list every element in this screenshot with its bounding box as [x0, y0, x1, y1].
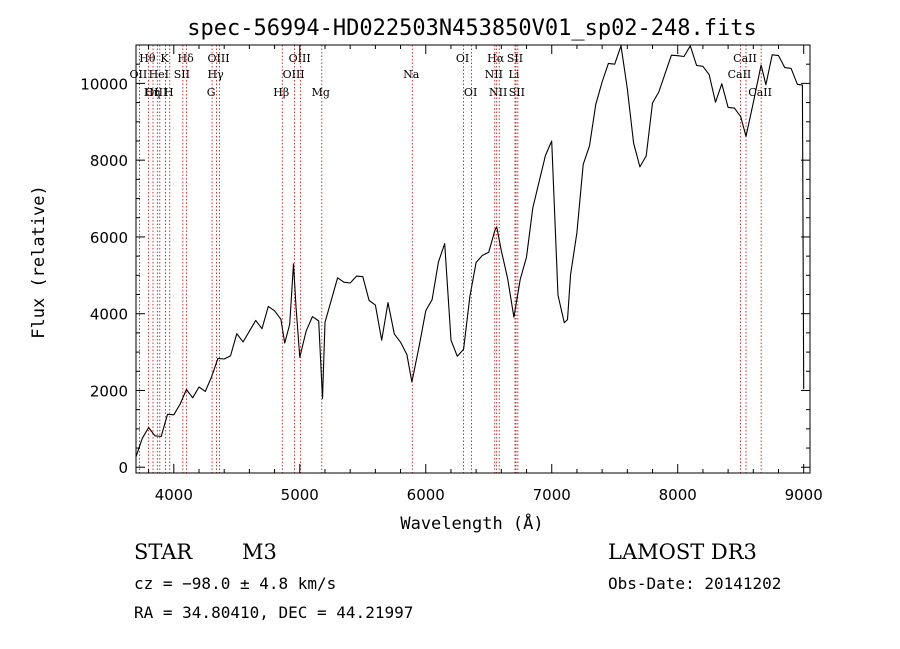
coordinates-text: RA = 34.80410, DEC = 44.21997 [134, 603, 414, 622]
line-marker-label: Hβ [273, 86, 289, 99]
line-marker-label: H [164, 86, 174, 99]
y-tick-label: 0 [118, 459, 128, 477]
obs-date-text: Obs-Date: 20141202 [608, 574, 782, 593]
line-marker-label: HeI [149, 68, 169, 81]
y-tick-label: 2000 [90, 382, 128, 400]
subclass-label: M3 [242, 540, 277, 564]
line-marker-label: OIII [283, 68, 305, 81]
line-marker-label: SII [174, 68, 190, 81]
line-marker-label: SII [509, 86, 525, 99]
line-marker-label: CaII [733, 52, 757, 65]
line-marker-label: Mg [312, 86, 330, 99]
line-marker-label: K [160, 52, 169, 65]
chart-title: spec-56994-HD022503N453850V01_sp02-248.f… [187, 16, 757, 41]
plot-frame [135, 44, 811, 474]
line-marker-label: Hγ [208, 68, 225, 81]
spectrum-line [135, 45, 805, 457]
line-marker-label: OI [464, 86, 477, 99]
x-axis-label: Wavelength (Å) [400, 512, 543, 534]
y-tick-label: 6000 [90, 229, 128, 247]
redshift-text: cz = −98.0 ± 4.8 km/s [134, 574, 337, 593]
line-marker-label: Hδ [178, 52, 195, 65]
survey-label: LAMOST DR3 [608, 540, 757, 564]
line-marker-label: Hη [144, 86, 160, 99]
line-marker-label: SII [507, 52, 523, 65]
line-marker-label: Li [509, 68, 520, 81]
y-tick-label: 8000 [90, 152, 128, 170]
line-marker-label: OIII [289, 52, 311, 65]
line-marker-label: OIII [207, 52, 229, 65]
line-marker-label: G [207, 86, 216, 99]
x-tick-label: 5000 [281, 486, 319, 504]
line-marker-label: Na [403, 68, 420, 81]
line-marker-label: NII [489, 86, 507, 99]
line-marker-label: CaII [748, 86, 772, 99]
x-tick-label: 9000 [785, 486, 823, 504]
y-axis-label: Flux (relative) [29, 185, 49, 339]
y-tick-label: 10000 [80, 75, 128, 93]
line-marker-label: Hθ [139, 52, 156, 65]
line-marker-label: Hα [487, 52, 505, 65]
class-label: STAR [134, 540, 193, 564]
x-tick-label: 4000 [155, 486, 193, 504]
y-tick-label: 4000 [90, 306, 128, 324]
line-marker-label: NII [485, 68, 503, 81]
x-tick-label: 7000 [533, 486, 571, 504]
line-marker-label: OII [130, 68, 148, 81]
line-marker-label: OIII [145, 86, 167, 99]
x-tick-label: 6000 [407, 486, 445, 504]
line-marker-label: OI [456, 52, 469, 65]
line-marker-label: CaII [728, 68, 752, 81]
x-tick-label: 8000 [659, 486, 697, 504]
